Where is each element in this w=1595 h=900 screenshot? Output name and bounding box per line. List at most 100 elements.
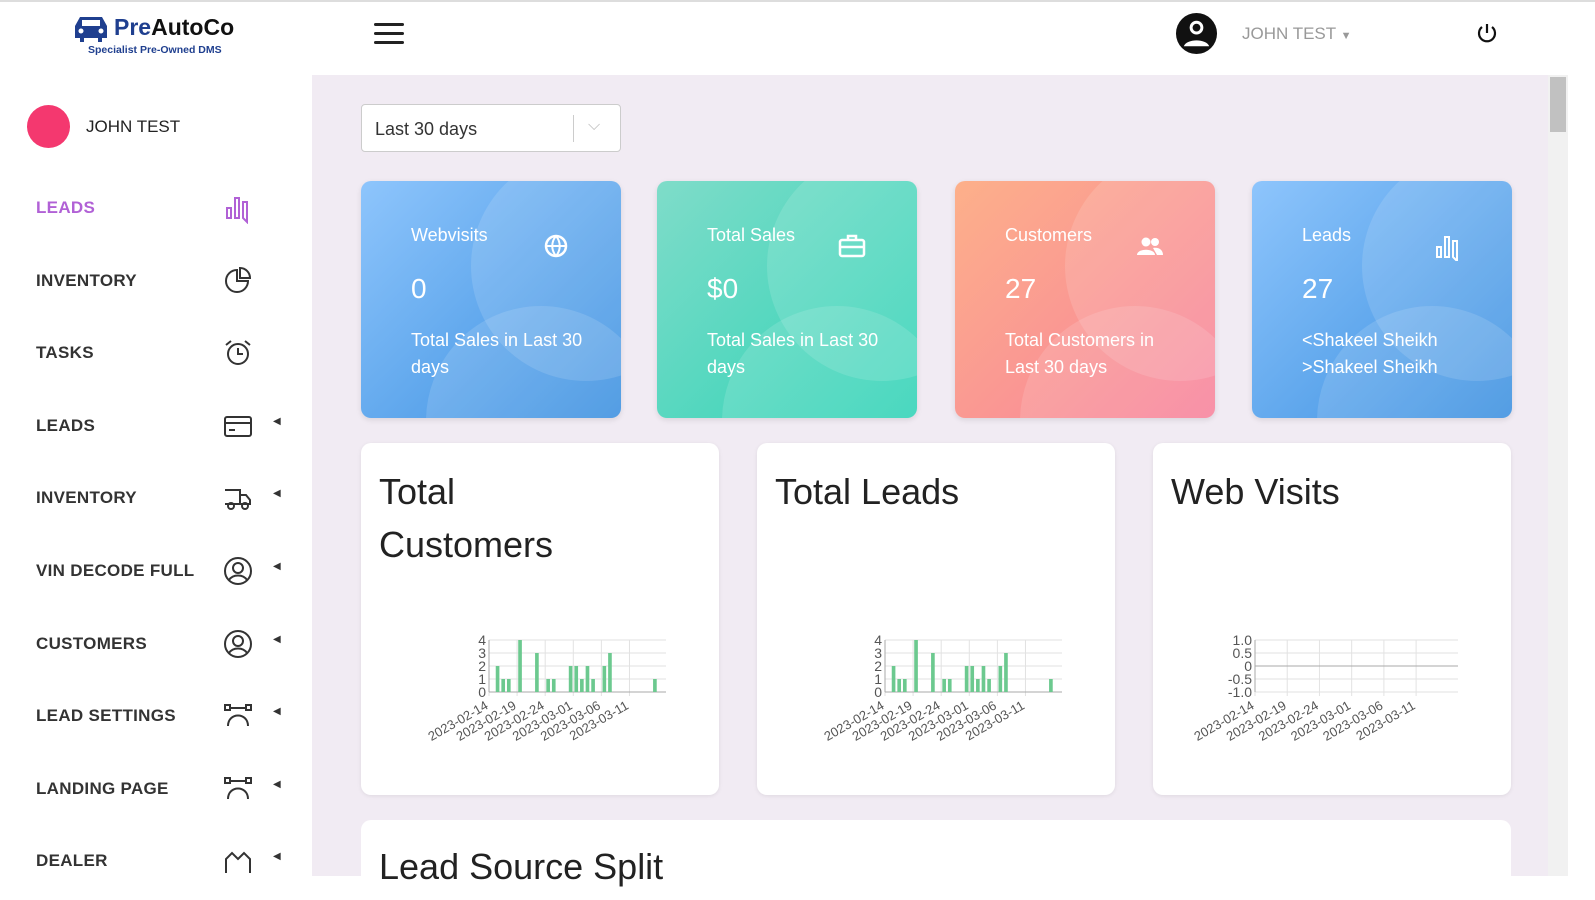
stat-subtitle: Total Sales in Last 30 days: [411, 330, 583, 377]
sidebar-item-label: INVENTORY: [36, 488, 137, 508]
bar: [602, 666, 607, 692]
pie-chart-icon: [225, 266, 252, 293]
avatar: [27, 105, 70, 148]
bar: [653, 679, 657, 692]
bar: [987, 679, 991, 692]
users-icon: [1137, 237, 1163, 255]
briefcase-icon: [838, 234, 866, 258]
stat-value: $0: [707, 273, 739, 304]
sidebar-item-customers[interactable]: CUSTOMERS ◀: [36, 624, 286, 664]
chevron-down-icon: ⌵: [588, 117, 601, 134]
user-menu[interactable]: JOHN TEST ▼: [1242, 24, 1352, 43]
building-icon: [225, 851, 251, 874]
y-tick-label: 4: [478, 632, 486, 648]
credit-card-icon: [224, 415, 252, 437]
stat-value: 0: [411, 273, 427, 304]
stat-subtitle: Total Customers in Last 30 days: [1005, 330, 1155, 377]
scrollbar[interactable]: [1548, 75, 1568, 876]
bar: [976, 679, 980, 692]
globe-icon: [544, 234, 568, 258]
stat-card-total-sales: Total Sales $0 Total Sales in Last 30 days: [657, 181, 917, 418]
bezier-icon: [224, 776, 252, 799]
caret-left-icon: ◀: [273, 706, 281, 718]
chart-card-total-customers: Total Customers 0 1 2 3 4 2023-02-14 2023-02-19…: [361, 443, 719, 795]
sidebar-item-landing-page[interactable]: LANDING PAGE ◀: [36, 769, 286, 809]
sidebar-item-dealer[interactable]: DEALER ◀: [36, 841, 286, 881]
stat-card-leads: Leads 27 <Shakeel Sheikh >Shakeel Sheikh: [1252, 181, 1512, 418]
stat-value: 27: [1005, 273, 1037, 304]
stat-card-webvisits: Webvisits 0 Total Sales in Last 30 days: [361, 181, 621, 418]
bar: [585, 666, 590, 692]
sidebar-item-label: LEAD SETTINGS: [36, 706, 176, 726]
bar: [914, 640, 918, 692]
chart-title: Web Visits: [1171, 471, 1340, 512]
sidebar-item-label: LEADS: [36, 415, 96, 435]
user-circle-icon: [224, 629, 252, 658]
y-tick-label: -1.0: [1228, 684, 1252, 700]
sidebar-item-lead-settings[interactable]: LEAD SETTINGS ◀: [36, 696, 286, 736]
sidebar-item-vin-decode-full[interactable]: VIN DECODE FULL ◀: [36, 551, 286, 591]
bar: [608, 653, 612, 692]
bar: [902, 679, 907, 692]
bar: [1049, 679, 1053, 692]
sidebar: JOHN TEST LEADS INVENTORY TASKS LEADS ◀ INVEN…: [0, 75, 312, 876]
bar: [947, 679, 952, 692]
date-range-select[interactable]: Last 30 days ⌵: [361, 104, 621, 152]
bar: [501, 679, 506, 692]
bar-chart-icon: [1436, 236, 1458, 261]
chart-card-web-visits: Web Visits -1.0 -0.5 0 0.5 1.0 2023-02-14 2023-…: [1153, 443, 1511, 795]
sidebar-item-leads[interactable]: LEADS ◀: [36, 406, 286, 446]
bar: [568, 666, 573, 692]
bar: [891, 666, 896, 692]
y-tick-label: 2: [874, 658, 882, 674]
sidebar-username: JOHN TEST: [86, 116, 181, 136]
date-range-value: Last 30 days: [375, 119, 478, 139]
stat-subtitle: Total Sales in Last 30 days: [707, 330, 879, 377]
sidebar-item-inventory[interactable]: INVENTORY ◀: [36, 478, 286, 518]
caret-down-icon: ▼: [1340, 30, 1352, 42]
menu-toggle-icon[interactable]: [374, 23, 404, 45]
bar: [574, 666, 579, 692]
main-content: Last 30 days ⌵ Webvisits 0 Total Sales in L…: [312, 75, 1548, 900]
y-tick-label: 0: [874, 684, 882, 700]
bar: [998, 666, 1003, 692]
lead-source-card: Lead Source Split: [361, 820, 1511, 900]
stat-title: Total Sales: [707, 225, 796, 245]
truck-icon: [225, 489, 251, 511]
sidebar-item-label: TASKS: [36, 343, 94, 363]
bar: [931, 653, 935, 692]
y-tick-label: 1: [874, 671, 882, 687]
sidebar-item-inventory[interactable]: INVENTORY: [36, 261, 286, 301]
y-tick-label: 0: [1244, 658, 1252, 674]
bar-chart-icon: [226, 197, 248, 224]
top-header: PreAutoCo Specialist Pre-Owned DMS JOHN …: [0, 0, 1595, 75]
sidebar-item-label: INVENTORY: [36, 270, 137, 290]
y-tick-label: 1: [478, 671, 486, 687]
sidebar-item-leads[interactable]: LEADS: [36, 188, 286, 228]
chart-title: Total Leads: [775, 471, 960, 512]
power-icon[interactable]: [1475, 21, 1499, 45]
chart: 012342023-02-142023-02-192023-02-242023-…: [425, 632, 666, 744]
user-avatar-icon[interactable]: [1175, 12, 1218, 55]
bar: [495, 666, 500, 692]
caret-left-icon: ◀: [273, 778, 281, 790]
y-tick-label: 0: [478, 684, 486, 700]
sidebar-user: JOHN TEST: [27, 105, 180, 148]
caret-left-icon: ◀: [273, 415, 281, 427]
bar: [942, 679, 946, 692]
caret-left-icon: ◀: [273, 488, 281, 500]
stat-title: Webvisits: [411, 225, 488, 245]
bar: [897, 679, 902, 692]
sidebar-item-tasks[interactable]: TASKS: [36, 333, 286, 373]
y-tick-label: 1.0: [1233, 632, 1253, 648]
y-tick-label: 2: [478, 658, 486, 674]
bar: [981, 666, 986, 692]
caret-left-icon: ◀: [273, 851, 281, 863]
caret-left-icon: ◀: [273, 561, 281, 572]
brand-tagline: Specialist Pre-Owned DMS: [88, 44, 222, 56]
chart-title: Total Customers: [379, 471, 554, 565]
bezier-icon: [224, 704, 252, 727]
bar: [506, 679, 511, 692]
bar: [970, 666, 975, 692]
alarm-clock-icon: [225, 340, 251, 366]
